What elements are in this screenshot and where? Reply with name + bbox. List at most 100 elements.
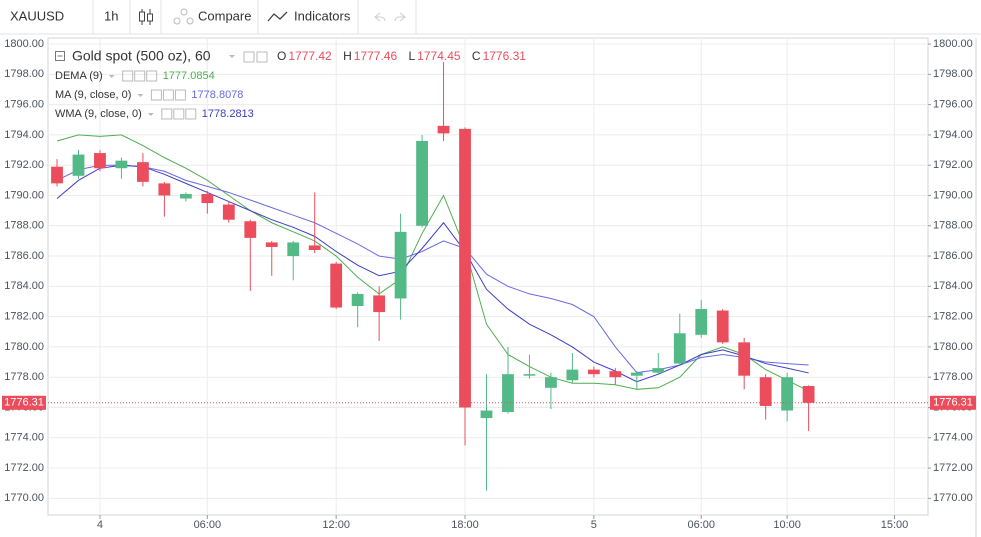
candles: [48, 62, 928, 491]
y-tick-label-right: 1792.00: [933, 159, 973, 171]
candle-body: [201, 193, 214, 204]
visibility-button[interactable]: [150, 89, 162, 101]
indicators-button[interactable]: Indicators: [267, 8, 351, 23]
candle-body: [179, 193, 192, 199]
dropdown[interactable]: [147, 113, 154, 116]
candle-body: [587, 369, 600, 375]
y-tick-label: 1786.00: [4, 250, 44, 262]
close-label: C: [472, 49, 481, 63]
open-label: O: [277, 49, 286, 63]
compare-button[interactable]: Compare: [173, 8, 251, 25]
y-tick-label: 1798.00: [4, 68, 44, 80]
candle-body: [51, 166, 63, 184]
toolbar: XAUUSD 1h Compare Indicators: [0, 0, 981, 35]
candle-body: [351, 293, 364, 307]
candle-body: [545, 377, 557, 388]
y-tick-label-right: 1796.00: [933, 99, 973, 111]
compare-label[interactable]: Compare: [198, 8, 251, 23]
legend: Gold spot (500 oz), 60 O 1777.42 H 1777.46…: [55, 48, 527, 64]
redo-button[interactable]: [394, 12, 406, 22]
remove-button[interactable]: [185, 108, 197, 120]
indicator-line: [56, 134, 809, 392]
settings-button[interactable]: [256, 51, 268, 63]
y-tick-label-right: 1780.00: [933, 341, 973, 353]
last-price-label: 1776.31: [4, 397, 44, 409]
candle-body: [373, 295, 386, 313]
dropdown[interactable]: [229, 55, 235, 58]
close-value: 1776.31: [483, 49, 527, 63]
legend-title: Gold spot (500 oz), 60: [72, 48, 211, 64]
candle-body: [652, 368, 665, 373]
candle-body: [716, 310, 729, 343]
y-tick-label-right: 1794.00: [933, 129, 973, 141]
remove-button[interactable]: [146, 70, 158, 82]
open-value: 1777.42: [288, 49, 332, 63]
candle-body: [287, 242, 300, 257]
candle-body: [523, 374, 536, 376]
indicators-label[interactable]: Indicators: [294, 8, 351, 23]
y-tick-label-right: 1778.00: [933, 371, 973, 383]
y-tick-label-right: 1770.00: [933, 492, 973, 504]
symbol[interactable]: XAUUSD: [10, 8, 64, 23]
candle-body: [480, 410, 493, 419]
chart-style-button[interactable]: [139, 9, 153, 25]
candle-body: [115, 160, 128, 169]
y-tick-label: 1774.00: [4, 432, 44, 444]
dropdown[interactable]: [137, 94, 144, 97]
candle-body: [416, 140, 428, 226]
y-tick-label: 1780.00: [4, 341, 44, 353]
y-tick-label-right: 1800.00: [933, 38, 973, 50]
y-tick-label: 1794.00: [4, 129, 44, 141]
candle-body: [94, 153, 106, 169]
candle-body: [502, 374, 514, 413]
settings-button[interactable]: [173, 108, 185, 120]
candle-body: [158, 183, 171, 196]
last-price-badge: [930, 395, 976, 410]
y-tick-label: 1788.00: [4, 220, 44, 232]
candle-body: [609, 371, 622, 378]
candle-body: [566, 369, 579, 381]
last-price-badge: [2, 395, 46, 410]
y-tick-label-right: 1786.00: [933, 250, 973, 262]
candle-body: [738, 342, 751, 376]
candle-body: [802, 385, 815, 403]
y-tick-label: 1782.00: [4, 311, 44, 323]
candle-body: [759, 377, 772, 406]
y-tick-label-right: 1774.00: [933, 432, 973, 444]
candle-body: [673, 333, 686, 364]
candle-body: [222, 204, 235, 220]
candle-body: [137, 162, 149, 182]
plot-frame: [47, 37, 929, 516]
y-tick-label: 1770.00: [4, 492, 44, 504]
y-tick-label: 1800.00: [4, 38, 44, 50]
candle-body: [72, 154, 85, 176]
y-tick-label-right: 1788.00: [933, 220, 973, 232]
labels: 1770.00 1770.00 1772.00 1772.00 1774.00 1774.…: [2, 38, 976, 531]
visibility-button[interactable]: [122, 70, 134, 82]
y-tick-label: 1784.00: [4, 280, 44, 292]
y-tick-label: 1772.00: [4, 462, 44, 474]
y-tick-label-right: 1798.00: [933, 68, 973, 80]
candle-body: [265, 242, 278, 247]
settings-button[interactable]: [134, 70, 146, 82]
candle-body: [308, 245, 321, 250]
y-tick-label-right: 1790.00: [933, 189, 973, 201]
undo-button[interactable]: [374, 12, 386, 22]
low-value: 1774.45: [417, 49, 461, 63]
remove-button[interactable]: [174, 89, 186, 101]
x-tick-label: 06:00: [687, 519, 715, 531]
y-tick-label: 1790.00: [4, 189, 44, 201]
y-tick-label: 1796.00: [4, 99, 44, 111]
indicator-value: 1778.8078: [191, 89, 243, 101]
settings-button[interactable]: [162, 89, 174, 101]
interval[interactable]: 1h: [104, 8, 118, 23]
x-tick-label: 06:00: [194, 519, 222, 531]
dropdown[interactable]: [108, 75, 115, 78]
visibility-button[interactable]: [161, 108, 173, 120]
high-label: H: [343, 49, 352, 63]
x-tick-label: 15:00: [881, 519, 909, 531]
candle-body: [781, 377, 794, 411]
visibility-button[interactable]: [243, 51, 255, 63]
high-value: 1777.46: [354, 49, 398, 63]
